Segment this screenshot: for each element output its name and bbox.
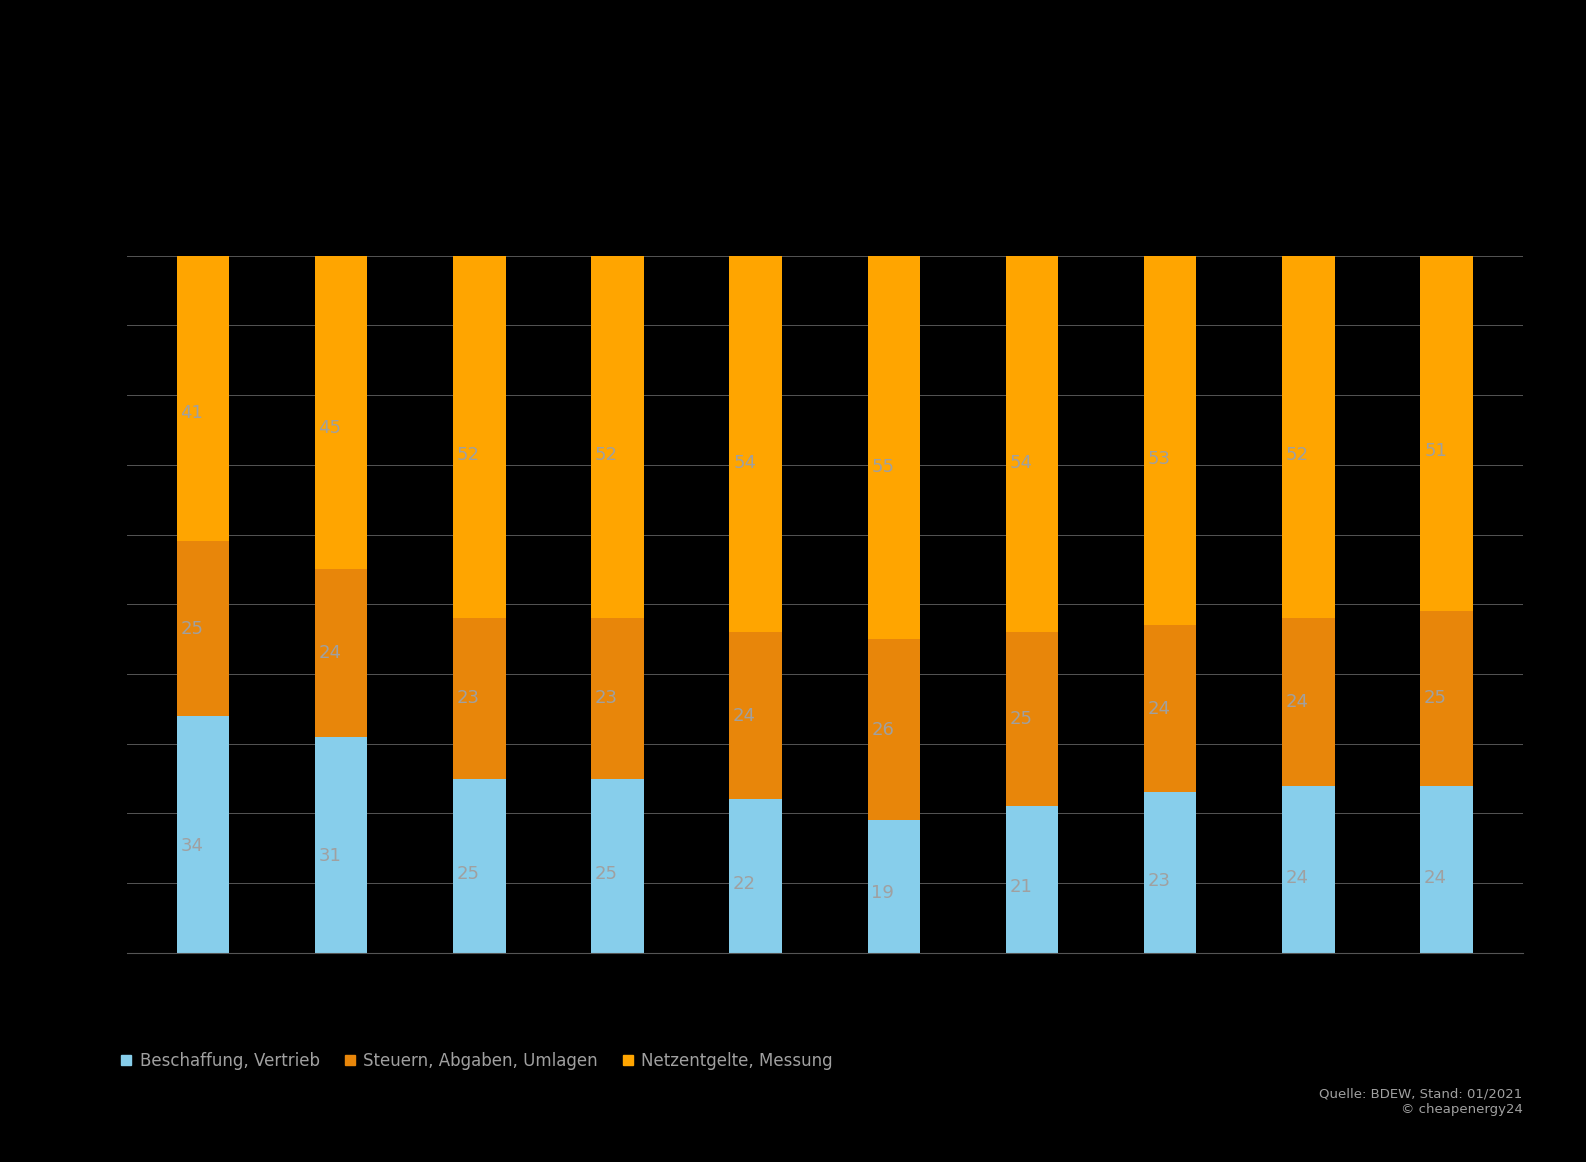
Bar [730, 632, 782, 799]
Text: 52: 52 [457, 446, 479, 464]
Text: 24: 24 [1424, 868, 1446, 887]
Text: 23: 23 [1148, 872, 1170, 890]
Bar [454, 779, 506, 953]
Bar [868, 639, 920, 820]
Bar [1006, 806, 1058, 953]
Text: 45: 45 [319, 419, 341, 437]
Bar [1281, 786, 1335, 953]
Bar [314, 569, 368, 737]
Text: 24: 24 [733, 706, 757, 725]
Text: 24: 24 [1148, 700, 1170, 718]
Text: 52: 52 [1286, 446, 1308, 464]
Text: 22: 22 [733, 875, 757, 892]
Bar [454, 256, 506, 618]
Text: 23: 23 [457, 689, 479, 708]
Bar [1421, 786, 1473, 953]
Text: 25: 25 [181, 619, 203, 638]
Bar [592, 256, 644, 618]
Bar [176, 541, 228, 716]
Text: 53: 53 [1148, 450, 1170, 468]
Bar [592, 618, 644, 779]
Bar [730, 256, 782, 632]
Text: Quelle: BDEW, Stand: 01/2021
© cheapenergy24: Quelle: BDEW, Stand: 01/2021 © cheapener… [1320, 1088, 1523, 1116]
Text: 54: 54 [1009, 453, 1032, 472]
Text: 41: 41 [181, 404, 203, 422]
Text: 24: 24 [1286, 868, 1308, 887]
Legend: Beschaffung, Vertrieb, Steuern, Abgaben, Umlagen, Netzentgelte, Messung: Beschaffung, Vertrieb, Steuern, Abgaben,… [121, 1052, 833, 1070]
Bar [176, 256, 228, 541]
Text: 21: 21 [1010, 878, 1032, 896]
Bar [1281, 256, 1335, 618]
Text: 55: 55 [871, 458, 895, 475]
Bar [1421, 611, 1473, 786]
Bar [1006, 632, 1058, 806]
Text: 23: 23 [595, 689, 619, 708]
Text: 25: 25 [595, 866, 619, 883]
Bar [868, 820, 920, 953]
Text: 24: 24 [319, 644, 341, 662]
Bar [592, 779, 644, 953]
Bar [1144, 792, 1196, 953]
Text: 25: 25 [1009, 710, 1032, 729]
Bar [1144, 256, 1196, 625]
Text: 51: 51 [1424, 443, 1446, 460]
Bar [1281, 618, 1335, 786]
Text: 34: 34 [181, 837, 203, 855]
Text: 52: 52 [595, 446, 619, 464]
Text: 25: 25 [1424, 689, 1446, 708]
Text: 54: 54 [733, 453, 757, 472]
Text: 25: 25 [457, 866, 479, 883]
Text: 19: 19 [871, 884, 895, 902]
Bar [314, 256, 368, 569]
Text: 24: 24 [1286, 693, 1308, 711]
Bar [730, 799, 782, 953]
Text: 31: 31 [319, 847, 341, 865]
Bar [454, 618, 506, 779]
Text: 26: 26 [871, 720, 895, 739]
Bar [176, 716, 228, 953]
Bar [314, 737, 368, 953]
Bar [1421, 256, 1473, 611]
Bar [868, 256, 920, 639]
Bar [1144, 625, 1196, 792]
Bar [1006, 256, 1058, 632]
